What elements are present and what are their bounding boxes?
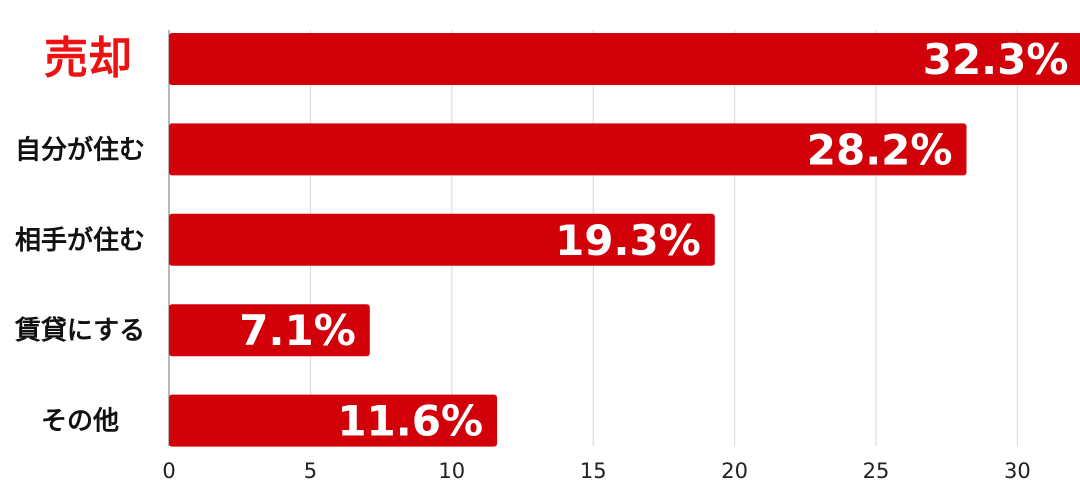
x-tick-label: 30 <box>1004 459 1031 483</box>
bar-value-label: 28.2% <box>807 125 953 174</box>
x-tick-label: 5 <box>304 459 317 483</box>
x-tick-label: 25 <box>863 459 890 483</box>
x-tick-label: 10 <box>438 459 465 483</box>
bar <box>169 213 715 266</box>
category-label: 自分が住む <box>15 134 145 165</box>
bar <box>169 394 498 447</box>
bars: 32.3% 28.2% 19.3% 7.1% 11.6% <box>169 33 1080 447</box>
bar-value-label: 32.3% <box>923 35 1069 84</box>
category-label: 売却 <box>44 33 132 84</box>
bar <box>169 123 967 176</box>
category-label: 相手が住む <box>15 225 145 256</box>
x-tick-label: 0 <box>162 459 175 483</box>
bar <box>169 33 1080 85</box>
bar <box>169 304 370 357</box>
x-tick-label: 20 <box>721 459 748 483</box>
category-label: 賃貸にする <box>14 315 145 346</box>
x-axis-ticks: 0 5 10 15 20 25 30 <box>162 459 1030 483</box>
bar-value-label: 11.6% <box>337 397 483 446</box>
category-label: その他 <box>41 407 119 437</box>
bar-value-label: 7.1% <box>239 306 355 355</box>
bar-value-label: 19.3% <box>555 216 701 265</box>
x-tick-label: 15 <box>580 459 607 483</box>
